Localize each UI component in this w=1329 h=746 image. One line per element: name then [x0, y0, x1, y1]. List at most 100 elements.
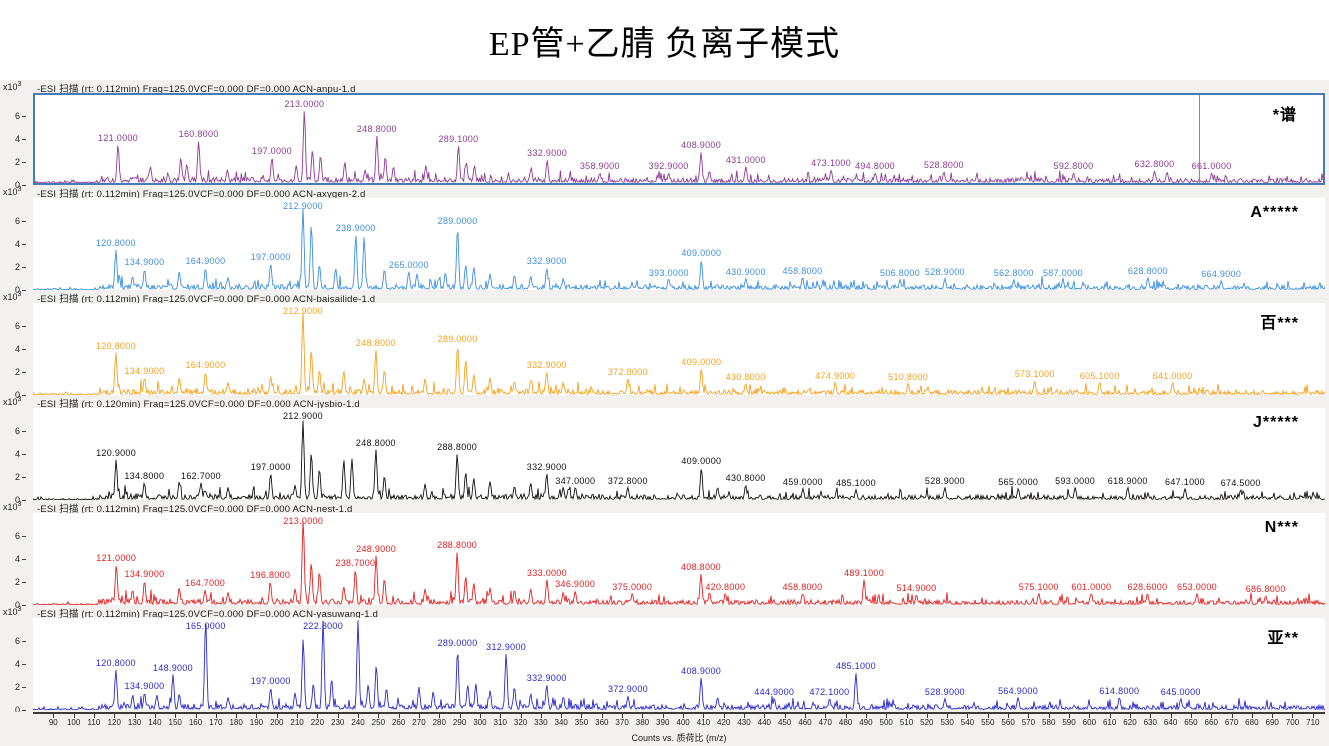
x-tick — [1008, 714, 1010, 718]
peak-label: 332.9000 — [526, 672, 567, 683]
x-tick-label: 180 — [229, 718, 243, 727]
peak-label: 408.9000 — [681, 140, 722, 151]
peak-label: 459.0000 — [782, 476, 823, 487]
x-tick — [967, 714, 969, 718]
peak-label: 289.0000 — [437, 333, 478, 344]
x-tick — [744, 714, 745, 718]
x-tick — [93, 714, 95, 718]
peak-label: 485.1000 — [835, 661, 876, 672]
peak-label: 641.0000 — [1152, 370, 1193, 381]
x-tick-label: 130 — [127, 718, 142, 727]
x-tick-label: 270 — [412, 718, 426, 727]
spectrum-panel[interactable]: x103 -ESI 扫描 (rt: 0.120min) Frag=125.0VCF… — [0, 395, 1329, 505]
peak-label: 587.0000 — [1042, 267, 1083, 278]
y-scale-label: x103 — [3, 291, 22, 302]
x-tick — [215, 714, 217, 718]
peak-label: 120.9000 — [96, 447, 137, 458]
y-tick-label: 4 — [0, 449, 26, 459]
x-tick — [683, 714, 685, 718]
x-tick-label: 240 — [351, 718, 365, 727]
x-tick-label: 280 — [432, 718, 446, 727]
x-tick-label: 210 — [290, 718, 304, 727]
peak-label: 409.0000 — [681, 356, 722, 367]
plot-area[interactable]: 121.0000 134.9000 164.7000 196.8000 213.0000… — [33, 513, 1325, 605]
peak-label: 458.8000 — [782, 581, 823, 592]
sample-label: 百*** — [1260, 315, 1299, 332]
x-tick-label: 490 — [859, 718, 873, 727]
x-tick-label: 610 — [1102, 718, 1117, 727]
x-tick — [1089, 714, 1091, 718]
peak-label: 645.0000 — [1160, 686, 1201, 697]
spectrum-cursor[interactable] — [1199, 95, 1201, 183]
peak-label: 248.8000 — [355, 338, 396, 349]
x-tick — [378, 714, 380, 718]
x-tick — [642, 714, 644, 718]
x-tick-label: 680 — [1245, 718, 1259, 727]
peak-label: 444.9000 — [754, 686, 795, 697]
y-tick-label: 6 — [0, 636, 26, 646]
x-tick — [581, 714, 583, 718]
x-tick-label: 390 — [656, 718, 670, 727]
x-tick — [906, 714, 908, 718]
x-tick-label: 220 — [310, 718, 325, 727]
peak-label: 121.0000 — [96, 552, 137, 563]
y-tick-label: 4 — [0, 344, 26, 354]
spectrum-panel[interactable]: x103 -ESI 扫描 (rt: 0.112min) Frag=125.0VCF… — [0, 290, 1329, 400]
peak-label: 409.0000 — [681, 248, 722, 259]
page-title: EP管+乙腈 负离子模式 — [0, 0, 1329, 80]
peak-label: 473.1000 — [811, 158, 852, 169]
sample-label: A***** — [1250, 204, 1299, 221]
spectrum-panel[interactable]: x103 -ESI 扫描 (rt: 0.112min) Frag=125.0VCF… — [0, 80, 1329, 190]
x-axis: Counts vs. 质荷比 (m/z) 90 100 110 120 130 140 15… — [0, 712, 1329, 746]
peak-label: 265.0000 — [388, 259, 429, 270]
panel-header: -ESI 扫描 (rt: 0.112min) Frag=125.0VCF=0.0… — [37, 84, 356, 95]
peak-label: 430.9000 — [725, 266, 766, 277]
x-tick — [865, 714, 867, 718]
peak-label: 575.1000 — [1018, 581, 1059, 592]
peak-label: 605.1000 — [1079, 370, 1120, 381]
peak-label: 134.9000 — [124, 680, 165, 691]
peak-label: 632.8000 — [1134, 159, 1175, 170]
plot-area[interactable]: 120.8000 134.9000 148.9000 165.0000 197.0000… — [33, 618, 1325, 710]
plot-area[interactable]: 121.0000 160.8000 197.0000 213.0000 248.8000… — [33, 93, 1325, 185]
x-tick — [297, 714, 299, 718]
y-tick-label: 6 — [0, 426, 26, 436]
x-tick — [1211, 714, 1213, 718]
peak-label: 120.8000 — [95, 340, 136, 351]
x-tick — [398, 714, 400, 718]
x-tick — [479, 714, 481, 718]
plot-area[interactable]: 120.9000 134.8000 162.7000 197.0000 212.9000… — [33, 408, 1325, 500]
x-tick-label: 100 — [66, 718, 81, 727]
y-tick-label: 4 — [0, 239, 26, 249]
peak-label: 430.8000 — [725, 371, 766, 382]
x-tick-label: 350 — [574, 718, 589, 727]
peak-label: 474.9000 — [815, 370, 856, 381]
x-tick — [195, 714, 197, 718]
sample-label: N*** — [1264, 519, 1299, 536]
chart-area: x103 -ESI 扫描 (rt: 0.112min) Frag=125.0VCF… — [0, 80, 1329, 715]
spectrum-panel[interactable]: x103 -ESI 扫描 (rt: 0.112min) Frag=125.0VCF… — [0, 500, 1329, 610]
peak-label: 164.7000 — [185, 578, 226, 589]
x-tick — [886, 714, 888, 718]
peak-label: 573.1000 — [1014, 369, 1055, 380]
peak-label: 562.8000 — [993, 267, 1034, 278]
peak-label: 372.8000 — [607, 475, 648, 486]
y-tick-label: 2 — [0, 262, 26, 272]
x-tick-label: 480 — [838, 718, 853, 727]
peak-label: 593.0000 — [1055, 475, 1096, 486]
spectrum-trace — [33, 521, 1325, 605]
peak-label: 494.8000 — [855, 161, 896, 172]
x-tick-label: 700 — [1285, 718, 1300, 727]
x-tick — [1190, 714, 1192, 718]
spectrum-panel[interactable]: x103 -ESI 扫描 (rt: 0.112min) Frag=125.0VCF… — [0, 185, 1329, 295]
x-tick-label: 640 — [1163, 718, 1178, 727]
peak-label: 686.8000 — [1245, 583, 1286, 594]
x-tick — [784, 714, 786, 718]
peak-label: 592.8000 — [1053, 161, 1094, 172]
peak-label: 238.7000 — [335, 557, 376, 568]
spectrum-panel[interactable]: x103 -ESI 扫描 (rt: 0.112min) Frag=125.0VCF… — [0, 605, 1329, 715]
peak-label: 164.9000 — [185, 256, 226, 267]
plot-area[interactable]: 120.8000 134.9000 164.9000 197.0000 212.9000… — [33, 198, 1325, 290]
y-tick-label: 0 — [0, 705, 26, 715]
plot-area[interactable]: 120.8000 134.9000 164.9000 212.9000 248.8000… — [33, 303, 1325, 395]
